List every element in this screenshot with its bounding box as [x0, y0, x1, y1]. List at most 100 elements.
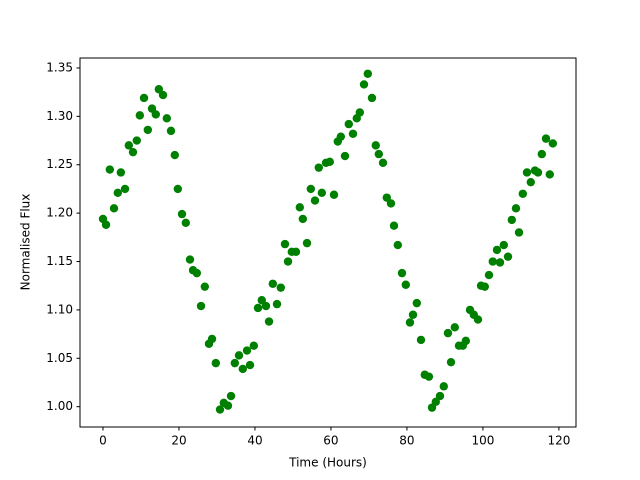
- point: [120, 184, 130, 194]
- point: [242, 346, 252, 355]
- point: [518, 189, 528, 198]
- point: [264, 317, 274, 326]
- x-tick-label: 120: [547, 434, 570, 448]
- point: [257, 296, 266, 305]
- point: [295, 203, 304, 212]
- y-tick-label: 1.00: [46, 399, 73, 413]
- x-tick-label: 100: [471, 434, 494, 448]
- point: [261, 301, 271, 311]
- point: [101, 220, 111, 229]
- point: [181, 218, 191, 228]
- x-tick-label: 0: [99, 434, 107, 448]
- point: [276, 283, 285, 292]
- point: [363, 69, 372, 78]
- point: [113, 188, 123, 198]
- point: [367, 93, 377, 103]
- point: [215, 405, 225, 414]
- point: [401, 280, 410, 289]
- point: [306, 184, 316, 194]
- point: [211, 358, 221, 368]
- point: [378, 158, 388, 168]
- point: [511, 204, 521, 213]
- point: [272, 299, 282, 309]
- point: [280, 239, 290, 249]
- point: [192, 268, 202, 278]
- x-tick-label: 80: [399, 434, 414, 448]
- point: [238, 364, 248, 374]
- point: [359, 80, 369, 89]
- y-tick-label: 1.30: [46, 109, 73, 123]
- point: [393, 240, 403, 250]
- point: [541, 134, 551, 143]
- point: [298, 214, 308, 224]
- point: [416, 335, 426, 345]
- x-tick-label: 40: [247, 434, 262, 448]
- point: [371, 141, 380, 150]
- point: [382, 193, 391, 202]
- point: [158, 90, 168, 100]
- point: [302, 238, 312, 248]
- point: [226, 391, 236, 401]
- point: [522, 168, 532, 177]
- point: [424, 372, 434, 381]
- point: [200, 282, 210, 291]
- point: [329, 190, 339, 199]
- x-tick-label: 60: [323, 434, 338, 448]
- point: [234, 351, 244, 360]
- point: [177, 209, 187, 219]
- point: [336, 132, 346, 141]
- point: [499, 240, 509, 250]
- point: [291, 247, 301, 257]
- point: [116, 168, 126, 177]
- point: [185, 255, 195, 264]
- point: [124, 141, 134, 150]
- point: [223, 401, 233, 410]
- point: [405, 318, 415, 327]
- point: [533, 168, 543, 177]
- x-axis-label: Time (Hours): [288, 456, 367, 470]
- x-tick-label: 20: [171, 434, 186, 448]
- point: [268, 279, 278, 288]
- y-tick-label: 1.15: [46, 254, 73, 268]
- point: [139, 93, 149, 103]
- point: [386, 199, 396, 208]
- point: [473, 315, 483, 324]
- y-tick-label: 1.20: [46, 206, 73, 220]
- point: [495, 258, 505, 267]
- point: [151, 110, 160, 119]
- point: [325, 157, 335, 167]
- point: [461, 336, 471, 346]
- point: [537, 149, 547, 159]
- point: [340, 151, 350, 161]
- point: [488, 257, 497, 266]
- point: [105, 165, 115, 174]
- plot-frame: [79, 57, 577, 428]
- point: [507, 215, 516, 225]
- point: [154, 85, 164, 94]
- point: [412, 298, 422, 308]
- point: [484, 270, 494, 280]
- point: [207, 334, 217, 344]
- point: [314, 163, 323, 172]
- point: [162, 114, 172, 123]
- point: [545, 170, 554, 179]
- point: [389, 221, 399, 230]
- point: [344, 119, 354, 129]
- point: [480, 282, 490, 291]
- y-tick-label: 1.35: [46, 60, 73, 74]
- y-tick-label: 1.10: [46, 302, 73, 316]
- point: [135, 111, 145, 120]
- y-tick-label: 1.05: [46, 351, 73, 365]
- point: [408, 310, 418, 319]
- point: [283, 257, 293, 266]
- point: [170, 150, 179, 160]
- point: [253, 303, 263, 313]
- point: [374, 149, 384, 159]
- y-axis-label: Normalised Flux: [19, 194, 33, 291]
- point: [173, 184, 183, 194]
- point: [109, 204, 119, 213]
- point: [310, 196, 320, 205]
- point: [143, 125, 153, 135]
